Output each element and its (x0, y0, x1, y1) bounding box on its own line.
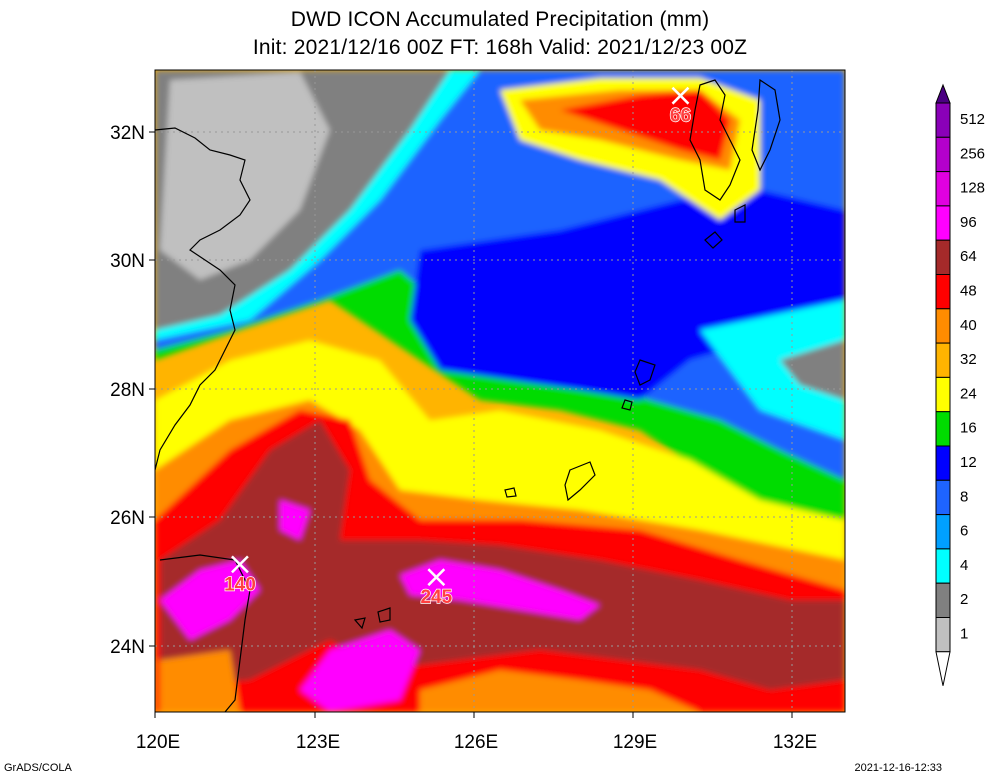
max-marker: 140 (223, 555, 256, 596)
x-tick-label: 123E (296, 732, 340, 753)
legend-swatch (935, 308, 951, 344)
legend-swatch (935, 171, 951, 207)
axis-ticks (149, 131, 793, 718)
max-marker: 245 (420, 568, 453, 609)
legend-level-label: 8 (960, 488, 968, 505)
max-marker-label: 245 (420, 587, 452, 608)
legend-swatch (935, 239, 951, 275)
legend-level-label: 1 (960, 626, 968, 643)
footer-credit: GrADS/COLA (4, 762, 72, 774)
legend-swatch (935, 411, 951, 447)
legend-swatch (935, 205, 951, 241)
legend-level-label: 96 (960, 214, 977, 231)
plot-frame (154, 69, 846, 713)
legend-level-label: 32 (960, 351, 977, 368)
y-tick-label: 28N (110, 380, 145, 401)
x-tick-label: 132E (773, 732, 817, 753)
legend-level-label: 64 (960, 248, 977, 265)
legend-level-label: 6 (960, 523, 968, 540)
legend-swatch (935, 376, 951, 413)
map-title: DWD ICON Accumulated Precipitation (mm) (290, 8, 710, 31)
legend-level-label: 256 (960, 145, 985, 162)
legend-swatch (935, 617, 951, 653)
legend-swatch (935, 514, 951, 550)
x-tick-label: 120E (136, 732, 180, 753)
legend-level-label: 4 (960, 557, 968, 574)
legend-level-label: 24 (960, 385, 977, 402)
legend-level-label: 48 (960, 283, 977, 300)
legend-level-label: 512 (960, 111, 985, 128)
y-tick-label: 30N (110, 251, 145, 272)
y-tick-label: 32N (110, 123, 145, 144)
legend-level-label: 16 (960, 420, 977, 437)
map-subtitle: Init: 2021/12/16 00Z FT: 168h Valid: 202… (252, 36, 748, 59)
legend-swatch (935, 136, 951, 173)
max-marker-label: 66 (670, 106, 691, 127)
legend-arrow-top (935, 83, 951, 104)
legend-level-label: 2 (960, 591, 968, 608)
legend-level-label: 128 (960, 180, 985, 197)
legend-swatch (935, 445, 951, 481)
max-markers: 140 245 66 (223, 86, 692, 609)
coastlines (155, 78, 781, 712)
y-tick-label: 26N (110, 508, 145, 529)
legend-swatch (935, 582, 951, 619)
grid-lines (155, 70, 845, 712)
x-tick-label: 126E (454, 732, 498, 753)
legend-swatch (935, 548, 951, 584)
legend-swatch (935, 102, 951, 138)
x-tick-label: 129E (613, 732, 657, 753)
precipitation-field (155, 70, 845, 712)
footer-timestamp: 2021-12-16-12:33 (854, 762, 942, 774)
legend-level-label: 12 (960, 454, 977, 471)
legend-level-label: 40 (960, 317, 977, 334)
legend-swatch (935, 479, 951, 516)
max-marker-label: 140 (224, 574, 256, 595)
legend-swatch (935, 342, 951, 378)
y-tick-label: 24N (110, 637, 145, 658)
legend-arrow-bottom (935, 651, 951, 686)
legend-swatch (935, 274, 951, 310)
max-marker: 66 (669, 86, 692, 127)
